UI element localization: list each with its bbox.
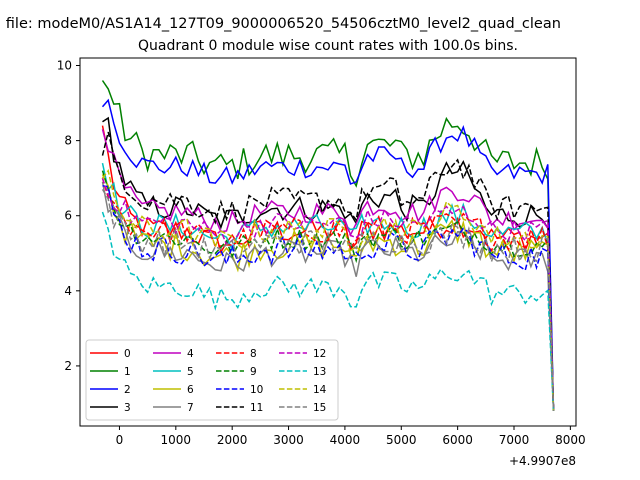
series-line-15	[101, 189, 555, 412]
legend-label: 5	[187, 366, 194, 378]
y-axis: 2 4 6 8 10	[57, 59, 80, 373]
legend-label: 6	[187, 384, 194, 396]
figure-suptitle: n file: modeM0/AS1A14_127T09_9000006520_…	[0, 16, 561, 32]
legend-label: 13	[313, 366, 326, 378]
series-line-13	[101, 211, 555, 412]
plot-area	[101, 80, 555, 412]
legend-label: 2	[124, 384, 131, 396]
axes-frame	[79, 57, 577, 427]
series-line-14	[101, 168, 555, 412]
x-tick-label: 6000	[442, 433, 473, 447]
y-tick-label: 4	[64, 284, 72, 298]
series-line-2	[101, 98, 555, 412]
y-tick-label: 8	[64, 134, 72, 148]
legend-label: 1	[124, 366, 131, 378]
legend-label: 15	[313, 402, 326, 414]
x-tick-label: 7000	[499, 433, 530, 447]
series-line-3	[102, 116, 555, 412]
y-tick-label: 2	[64, 359, 72, 373]
legend-label: 9	[250, 366, 257, 378]
legend-label: 3	[124, 402, 131, 414]
legend-label: 0	[124, 348, 131, 360]
x-tick-label: 4000	[330, 433, 361, 447]
series-line-8	[101, 177, 555, 412]
series-line-11	[101, 131, 555, 412]
x-tick-label: 2000	[217, 433, 248, 447]
x-tick-label: 3000	[273, 433, 304, 447]
x-tick-label: 8000	[555, 433, 586, 447]
legend-label: 14	[313, 384, 327, 396]
legend-label: 4	[187, 348, 194, 360]
x-offset-label: +4.9907e8	[509, 454, 576, 468]
y-tick-label: 10	[57, 59, 72, 73]
x-tick-label: 5000	[386, 433, 417, 447]
legend-label: 12	[313, 348, 326, 360]
y-tick-label: 6	[64, 209, 72, 223]
x-axis: 0 1000 2000 3000 4000 5000 6000 7000 8000	[116, 426, 586, 447]
x-tick-label: 1000	[161, 433, 192, 447]
legend-label: 8	[250, 348, 257, 360]
series-line-10	[102, 184, 555, 412]
series-line-9	[101, 170, 555, 412]
chart-title: Quadrant 0 module wise count rates with …	[138, 38, 518, 54]
series-line-4	[101, 129, 555, 412]
legend-label: 10	[250, 384, 263, 396]
legend-label: 11	[250, 402, 263, 414]
x-tick-label: 0	[116, 433, 124, 447]
legend-label: 7	[187, 402, 194, 414]
legend-box	[85, 339, 339, 421]
